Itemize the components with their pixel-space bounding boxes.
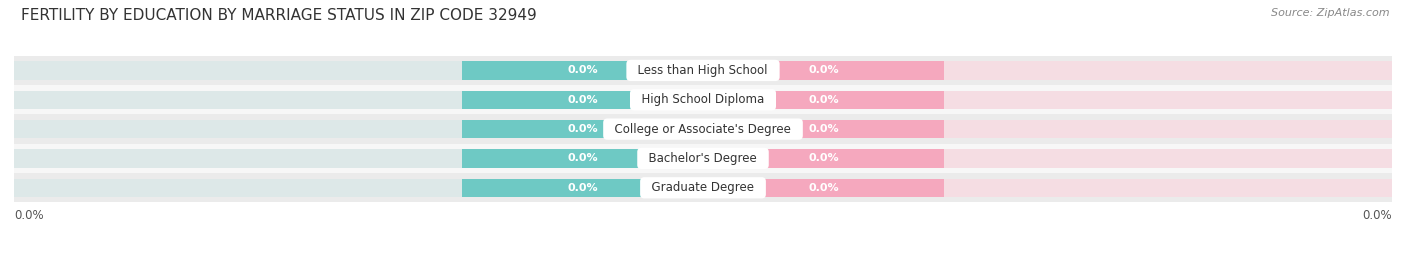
Bar (703, 120, 1392, 138)
Bar (703, 91, 1392, 109)
Text: 0.0%: 0.0% (14, 209, 44, 222)
Bar (14, 149, 703, 168)
Bar (703, 149, 945, 168)
Bar (14, 144, 1392, 173)
Bar (14, 114, 1392, 144)
Bar (14, 173, 1392, 203)
Bar (14, 91, 703, 109)
Bar (703, 91, 945, 109)
Text: Bachelor's Degree: Bachelor's Degree (641, 152, 765, 165)
Bar (461, 91, 703, 109)
Text: Less than High School: Less than High School (630, 64, 776, 77)
Text: 0.0%: 0.0% (808, 183, 839, 193)
Text: High School Diploma: High School Diploma (634, 93, 772, 106)
Bar (461, 179, 703, 197)
Text: 0.0%: 0.0% (567, 65, 598, 75)
Bar (703, 179, 1392, 197)
Bar (14, 61, 703, 80)
Text: 0.0%: 0.0% (567, 124, 598, 134)
Bar (14, 85, 1392, 114)
Text: 0.0%: 0.0% (808, 65, 839, 75)
Text: FERTILITY BY EDUCATION BY MARRIAGE STATUS IN ZIP CODE 32949: FERTILITY BY EDUCATION BY MARRIAGE STATU… (21, 8, 537, 23)
Text: 0.0%: 0.0% (567, 183, 598, 193)
Bar (461, 149, 703, 168)
Bar (14, 179, 703, 197)
Bar (703, 120, 945, 138)
Text: College or Associate's Degree: College or Associate's Degree (607, 123, 799, 136)
Text: Graduate Degree: Graduate Degree (644, 181, 762, 194)
Text: 0.0%: 0.0% (808, 124, 839, 134)
Bar (703, 61, 945, 80)
Text: 0.0%: 0.0% (567, 95, 598, 105)
Bar (703, 61, 1392, 80)
Bar (703, 179, 945, 197)
Bar (14, 56, 1392, 85)
Text: Source: ZipAtlas.com: Source: ZipAtlas.com (1271, 8, 1389, 18)
Bar (703, 149, 1392, 168)
Text: 0.0%: 0.0% (808, 95, 839, 105)
Bar (14, 120, 703, 138)
Text: 0.0%: 0.0% (808, 154, 839, 164)
Bar (461, 61, 703, 80)
Text: 0.0%: 0.0% (567, 154, 598, 164)
Text: 0.0%: 0.0% (1362, 209, 1392, 222)
Bar (461, 120, 703, 138)
